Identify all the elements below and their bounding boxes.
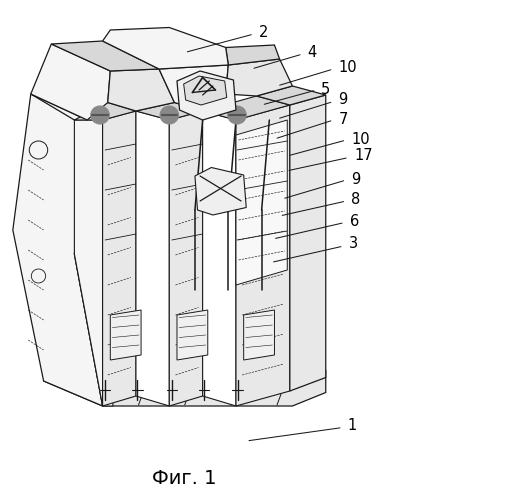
Polygon shape <box>195 168 246 215</box>
Text: 6: 6 <box>350 214 359 228</box>
Text: 10: 10 <box>339 60 357 75</box>
Polygon shape <box>244 310 274 360</box>
Text: 3: 3 <box>349 236 358 252</box>
Text: 7: 7 <box>339 112 348 126</box>
Polygon shape <box>290 95 326 391</box>
Polygon shape <box>226 59 292 96</box>
Polygon shape <box>74 120 103 406</box>
Circle shape <box>160 106 179 124</box>
Polygon shape <box>203 96 290 120</box>
Circle shape <box>228 106 246 124</box>
Polygon shape <box>236 105 290 406</box>
Polygon shape <box>184 76 227 105</box>
Circle shape <box>91 106 109 124</box>
Text: 5: 5 <box>321 82 330 96</box>
Text: 1: 1 <box>348 418 357 434</box>
Polygon shape <box>203 111 236 406</box>
Polygon shape <box>13 94 103 406</box>
Polygon shape <box>177 71 236 120</box>
Polygon shape <box>110 310 141 360</box>
Polygon shape <box>159 65 228 111</box>
Polygon shape <box>256 86 326 105</box>
Polygon shape <box>31 44 110 120</box>
Text: 9: 9 <box>351 172 361 186</box>
Polygon shape <box>103 111 136 406</box>
Polygon shape <box>177 310 208 360</box>
Polygon shape <box>108 69 174 111</box>
Polygon shape <box>74 120 113 406</box>
Polygon shape <box>136 102 203 120</box>
Text: 4: 4 <box>308 45 317 60</box>
Text: 9: 9 <box>339 92 348 108</box>
Polygon shape <box>136 111 169 406</box>
Polygon shape <box>226 45 280 65</box>
Polygon shape <box>74 102 136 120</box>
Text: 2: 2 <box>259 25 268 40</box>
Polygon shape <box>44 361 326 406</box>
Polygon shape <box>51 41 159 71</box>
Polygon shape <box>236 120 287 285</box>
Polygon shape <box>169 111 203 406</box>
Text: 10: 10 <box>351 132 370 146</box>
Text: 8: 8 <box>351 192 361 206</box>
Text: Фиг. 1: Фиг. 1 <box>152 470 217 488</box>
Text: 17: 17 <box>354 148 372 164</box>
Polygon shape <box>103 28 228 69</box>
